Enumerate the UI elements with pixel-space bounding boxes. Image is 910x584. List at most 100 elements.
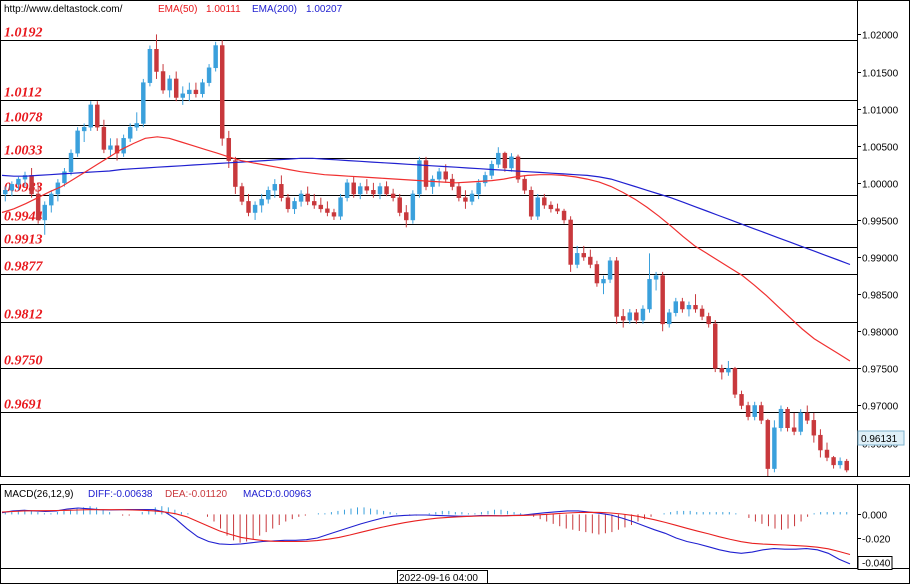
candle-body bbox=[647, 279, 652, 310]
price-tick-label: 1.02000 bbox=[862, 31, 899, 42]
candle-body bbox=[469, 193, 475, 202]
candle-body bbox=[279, 184, 284, 198]
candle-body bbox=[660, 275, 665, 325]
candle-body bbox=[456, 186, 462, 198]
candle-body bbox=[42, 204, 47, 221]
candle-body bbox=[614, 260, 619, 317]
candle-body bbox=[344, 182, 350, 198]
candle-body bbox=[404, 212, 409, 221]
candle-body bbox=[35, 193, 41, 221]
candle-body bbox=[154, 48, 159, 72]
candle-body bbox=[581, 253, 586, 258]
candle-body bbox=[377, 186, 383, 195]
candle-body bbox=[81, 126, 87, 132]
candle-body bbox=[246, 201, 251, 213]
candle-body bbox=[634, 312, 639, 321]
candle-body bbox=[706, 316, 711, 325]
price-pane bbox=[0, 0, 858, 477]
candle-body bbox=[68, 152, 74, 172]
candle-body bbox=[95, 104, 100, 128]
candle-body bbox=[423, 160, 429, 187]
ema-lines bbox=[1, 136, 851, 362]
candle-body bbox=[778, 408, 784, 429]
candle-body bbox=[272, 184, 278, 191]
time-label: 2022-09-16 04:00 bbox=[399, 573, 478, 584]
candle-body bbox=[121, 138, 126, 154]
macd-tick-label: -0.040 bbox=[862, 559, 891, 570]
candle-body bbox=[548, 204, 554, 210]
level-label: 0.9944 bbox=[4, 210, 43, 225]
candle-body bbox=[371, 190, 376, 195]
candle-body bbox=[811, 420, 817, 436]
candle-body bbox=[574, 253, 580, 265]
candle-body bbox=[213, 45, 218, 69]
price-tick-label: 0.97500 bbox=[862, 365, 899, 376]
macd-series: 0.000 -0.020 -0.040 bbox=[1, 506, 893, 570]
candle-body bbox=[791, 427, 797, 432]
candle-body bbox=[699, 308, 705, 317]
level-label: 1.0112 bbox=[4, 86, 42, 101]
candle-body bbox=[127, 126, 133, 139]
price-tick-label: 0.99000 bbox=[862, 254, 899, 265]
candle-body bbox=[49, 193, 54, 206]
candle-body bbox=[745, 405, 751, 417]
candle-body bbox=[417, 160, 422, 195]
candle-body bbox=[292, 201, 297, 210]
candle-body bbox=[331, 212, 337, 217]
current-price: 0.96131 bbox=[861, 434, 898, 445]
candle-body bbox=[759, 405, 764, 421]
candle-body bbox=[173, 78, 179, 98]
candle-body bbox=[522, 178, 527, 191]
level-label: 0.9750 bbox=[4, 354, 43, 369]
candle-body bbox=[134, 123, 139, 128]
candle-body bbox=[798, 412, 803, 432]
candle-body bbox=[463, 197, 468, 202]
candle-body bbox=[187, 89, 192, 95]
candle-body bbox=[805, 412, 810, 421]
price-tick-label: 1.00000 bbox=[862, 180, 899, 191]
macd-dea: DEA:-0.01120 bbox=[165, 489, 228, 500]
candle-body bbox=[496, 152, 501, 165]
site-url[interactable]: http://www.deltastock.com/ bbox=[4, 4, 123, 15]
candle-body bbox=[607, 260, 613, 280]
macd-diff-line bbox=[1, 507, 851, 565]
level-label: 1.0192 bbox=[4, 26, 43, 41]
candle-body bbox=[3, 190, 8, 195]
candle-body bbox=[528, 190, 534, 217]
candle-body bbox=[594, 264, 600, 284]
candle-body bbox=[167, 78, 172, 91]
candle-body bbox=[831, 457, 836, 466]
candle-body bbox=[141, 82, 146, 124]
candle-body bbox=[726, 368, 731, 373]
candle-body bbox=[397, 197, 402, 213]
candle-body bbox=[364, 186, 370, 191]
candle-body bbox=[555, 208, 560, 212]
candle-body bbox=[351, 182, 356, 195]
candle-body bbox=[384, 186, 389, 195]
candle-body bbox=[752, 405, 757, 417]
candle-body bbox=[9, 184, 15, 191]
candle-body bbox=[101, 126, 107, 150]
candle-body bbox=[653, 275, 659, 280]
candle-body bbox=[680, 301, 685, 310]
candle-body bbox=[542, 197, 547, 206]
price-tick-label: 1.01000 bbox=[862, 106, 899, 117]
candle-body bbox=[305, 193, 310, 202]
candle-body bbox=[318, 204, 324, 210]
ema50-line bbox=[1, 136, 851, 362]
candle-body bbox=[732, 368, 738, 395]
candle-body bbox=[200, 82, 205, 95]
candle-body bbox=[844, 460, 849, 471]
candle-body bbox=[29, 175, 34, 195]
candle-body bbox=[739, 394, 744, 406]
candle-body bbox=[430, 178, 435, 187]
candle-body bbox=[673, 301, 679, 313]
current-price-tag bbox=[857, 430, 905, 446]
price-tick-label: 0.98000 bbox=[862, 328, 899, 339]
level-label: 0.9812 bbox=[4, 308, 43, 323]
candle-body bbox=[285, 197, 291, 210]
ema50-label: EMA(50) bbox=[158, 4, 197, 15]
macd-dea-line bbox=[1, 509, 851, 556]
candle-body bbox=[325, 208, 330, 213]
candle-body bbox=[62, 171, 67, 184]
